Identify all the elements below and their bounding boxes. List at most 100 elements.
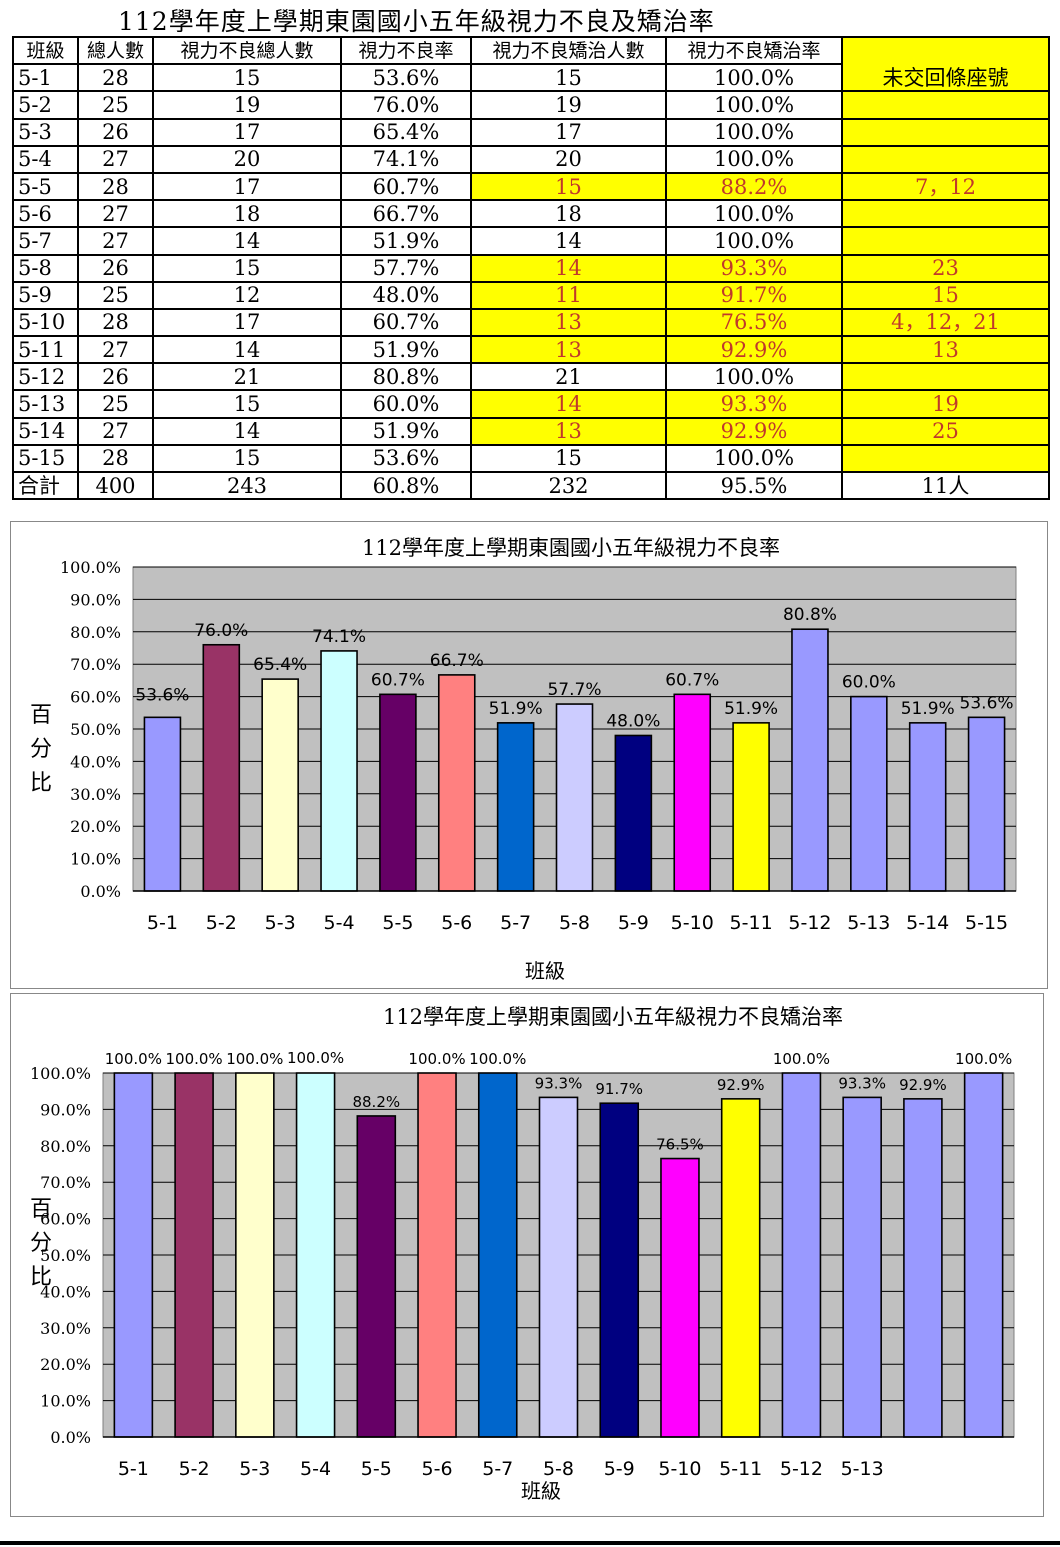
bottom-rule	[0, 1541, 1060, 1545]
table-cell-treated-rate: 93.3%	[665, 389, 843, 419]
x-tick-label: 5-8	[559, 912, 590, 934]
table-cell-total: 28	[77, 63, 154, 93]
table-cell-cls: 5-3	[12, 117, 79, 147]
x-tick-label: 5-8	[543, 1458, 574, 1480]
bar-5-6	[437, 674, 476, 892]
x-tick-label: 5-1	[147, 912, 178, 934]
table-cell-treated: 21	[470, 362, 667, 392]
bar-5-7	[496, 722, 535, 892]
data-label: 100.0%	[408, 1050, 465, 1068]
table-cell-total: 27	[77, 416, 154, 446]
x-tick-label: 5-12	[780, 1458, 823, 1480]
table-cell-treated: 13	[470, 307, 667, 338]
data-label: 93.3%	[838, 1074, 886, 1092]
data-label: 51.9%	[724, 699, 778, 719]
table-cell-poor: 17	[152, 307, 342, 338]
table-cell-seats: 25	[841, 416, 1050, 446]
data-label: 100.0%	[165, 1050, 222, 1068]
y-tick-label: 50.0%	[40, 1246, 91, 1265]
x-tick-label: 5-9	[604, 1458, 635, 1480]
table-cell-poor: 21	[152, 362, 342, 392]
table-cell-cls: 5-13	[12, 389, 79, 419]
data-label: 92.9%	[899, 1076, 947, 1094]
table-row: 5-6 27 18 66.7% 18 100.0%	[12, 199, 1050, 229]
table-row: 5-10 28 17 60.7% 13 76.5% 4，12，21	[12, 307, 1050, 338]
table-cell-poor-rate: 80.8%	[340, 362, 472, 392]
data-label: 100.0%	[226, 1050, 283, 1068]
table-cell-treated: 20	[470, 144, 667, 174]
x-tick-label: 5-7	[500, 912, 531, 934]
table-total-cell: 400	[77, 470, 154, 501]
table-cell-poor: 14	[152, 226, 342, 256]
table-cell-cls: 5-6	[12, 199, 79, 229]
table-cell-poor-rate: 53.6%	[340, 63, 472, 93]
x-axis-label: 班級	[525, 959, 565, 983]
table-cell-poor-rate: 51.9%	[340, 416, 472, 446]
table-total-cell: 95.5%	[665, 470, 843, 501]
data-label: 100.0%	[287, 1049, 344, 1067]
bar-5-4	[320, 650, 358, 892]
y-tick-label: 20.0%	[70, 817, 121, 836]
bar-5-12	[781, 1072, 822, 1438]
page-title: 112學年度上學期東園國小五年級視力不良及矯治率	[118, 7, 715, 36]
data-label: 93.3%	[535, 1074, 583, 1092]
table-cell-total: 27	[77, 335, 154, 365]
table-cell-treated-rate: 100.0%	[665, 144, 843, 174]
table-cell-treated: 14	[470, 389, 667, 419]
chart-panel-treated-rate: 112學年度上學期東園國小五年級視力不良矯治率 0.0% 10.0% 20.0% 30.…	[10, 993, 1044, 1517]
table-row: 5-3 26 17 65.4% 17 100.0%	[12, 117, 1050, 147]
table-cell-treated: 13	[470, 416, 667, 446]
table-cell-total: 27	[77, 144, 154, 174]
x-tick-label: 5-1	[118, 1458, 149, 1480]
y-tick-label: 50.0%	[70, 720, 121, 739]
data-label: 74.1%	[312, 627, 366, 647]
table-cell-poor-rate: 48.0%	[340, 280, 472, 310]
table-cell-seats: 4，12，21	[841, 307, 1050, 338]
table-cell-total: 27	[77, 226, 154, 256]
data-label: 60.7%	[665, 670, 719, 690]
data-label: 57.7%	[547, 680, 601, 700]
x-tick-label: 5-15	[965, 912, 1008, 934]
table-total-row: 合計 400 243 60.8% 232 95.5% 11人	[12, 470, 1050, 501]
table-cell-treated: 17	[470, 117, 667, 147]
bar-5-8	[555, 703, 594, 892]
table-cell-poor-rate: 57.7%	[340, 253, 472, 283]
data-label: 92.9%	[717, 1076, 765, 1094]
table-cell-cls: 5-14	[12, 416, 79, 446]
table-cell-cls: 5-12	[12, 362, 79, 392]
y-tick-label: 30.0%	[40, 1319, 91, 1338]
table-cell-poor: 19	[152, 90, 342, 120]
table-row: 5-4 27 20 74.1% 20 100.0%	[12, 144, 1050, 174]
bar-5-12	[791, 628, 829, 892]
table-header-cell: 未交回條座號	[841, 35, 1050, 93]
vision-table: 班級 總人數 視力不良總人數 視力不良率 視力不良矯治人數 視力不良矯治率 未交回條座號 5-…	[12, 35, 1050, 501]
x-tick-label: 5-3	[239, 1458, 270, 1480]
table-cell-poor: 15	[152, 443, 342, 474]
bar-5-6	[417, 1072, 457, 1438]
table-row: 5-11 27 14 51.9% 13 92.9% 13	[12, 335, 1050, 365]
x-tick-label: 5-2	[179, 1458, 210, 1480]
data-label: 80.8%	[783, 605, 837, 625]
table-cell-treated-rate: 100.0%	[665, 362, 843, 392]
table-cell-poor: 14	[152, 335, 342, 365]
table-header-cell: 班級	[12, 35, 79, 66]
data-label: 88.2%	[352, 1093, 400, 1111]
table-cell-total: 28	[77, 171, 154, 202]
table-cell-treated: 15	[470, 443, 667, 474]
table-total-cell: 合計	[12, 470, 79, 501]
table-cell-treated-rate: 92.9%	[665, 416, 843, 446]
x-tick-label: 5-6	[441, 912, 472, 934]
table-cell-cls: 5-7	[12, 226, 79, 256]
x-tick-label: 5-9	[618, 912, 649, 934]
y-axis-label-char: 分	[30, 737, 52, 762]
table-cell-treated-rate: 100.0%	[665, 199, 843, 229]
table-cell-cls: 5-10	[12, 307, 79, 338]
table-cell-treated-rate: 100.0%	[665, 226, 843, 256]
chart-treated-rate: 112學年度上學期東園國小五年級視力不良矯治率 0.0% 10.0% 20.0% 30.…	[30, 1005, 1015, 1503]
y-tick-label: 10.0%	[70, 850, 121, 869]
y-tick-label: 40.0%	[70, 752, 121, 771]
y-tick-label: 10.0%	[40, 1392, 91, 1411]
bar-5-2	[174, 1072, 214, 1438]
table-cell-poor-rate: 60.0%	[340, 389, 472, 419]
bar-5-5	[356, 1115, 397, 1438]
